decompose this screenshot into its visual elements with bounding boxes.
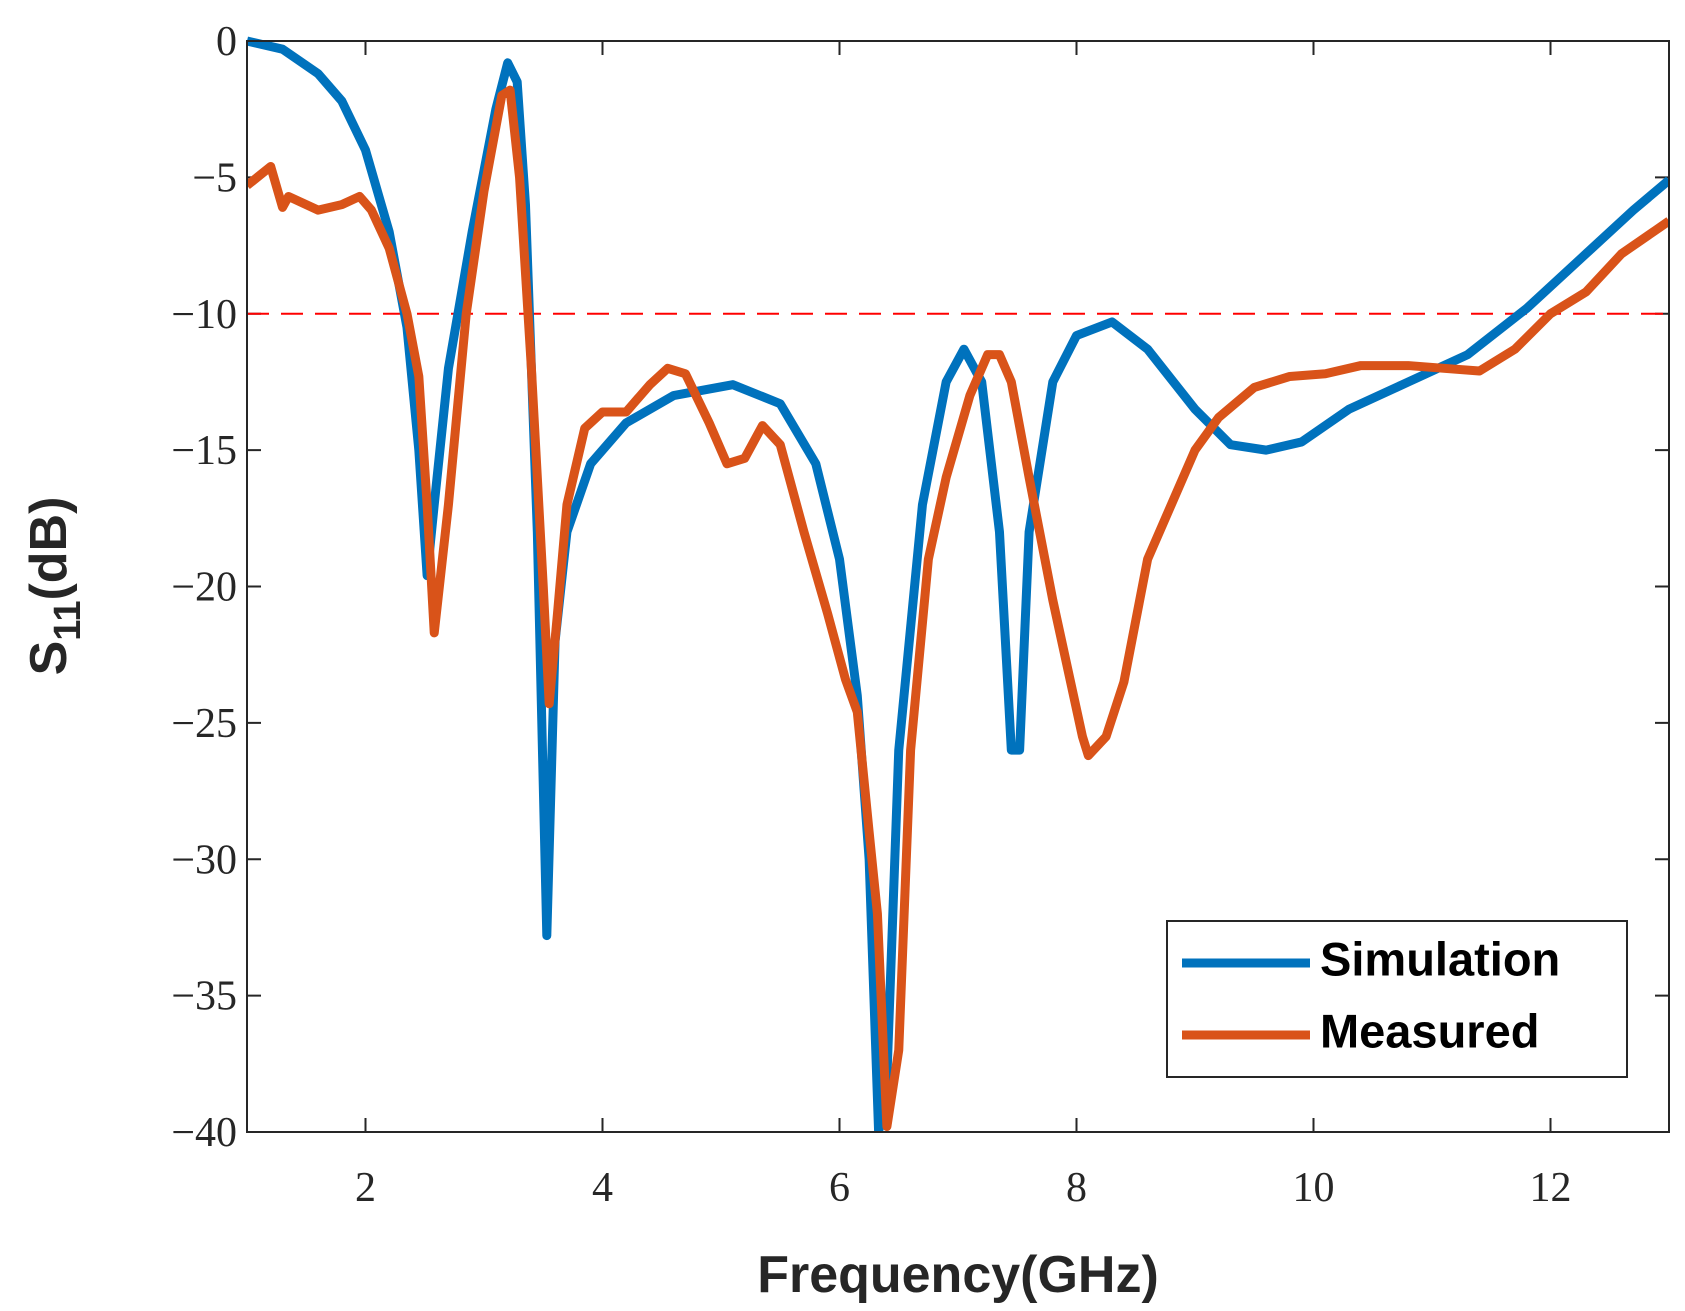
y-axis-label-main: S xyxy=(20,641,78,676)
y-axis-label-subscript: 11 xyxy=(47,601,89,641)
legend-label: Measured xyxy=(1320,1004,1539,1057)
y-tick-label: −20 xyxy=(171,565,237,611)
data-line xyxy=(247,85,1669,1132)
y-axis-label: S11(dB) xyxy=(20,497,89,676)
legend-label: Simulation xyxy=(1320,932,1560,985)
y-tick-label: −10 xyxy=(171,292,237,338)
x-tick-label: 12 xyxy=(1530,1165,1572,1211)
y-axis-label-suffix: (dB) xyxy=(20,497,78,601)
y-tick-label: −35 xyxy=(171,974,237,1020)
y-tick-label: −40 xyxy=(171,1110,237,1156)
y-tick-label: −5 xyxy=(192,155,237,201)
legend-box xyxy=(1166,920,1628,1078)
x-tick-label: 6 xyxy=(829,1165,850,1211)
x-tick-label: 2 xyxy=(355,1165,376,1211)
y-tick-label: −30 xyxy=(171,837,237,883)
plot-frame xyxy=(246,40,1670,1133)
data-line xyxy=(247,36,1669,1132)
y-tick-label: −15 xyxy=(171,428,237,474)
x-axis-label: Frequency(GHz) xyxy=(757,1246,1159,1304)
y-tick-label: 0 xyxy=(216,19,237,65)
x-tick-label: 10 xyxy=(1293,1165,1335,1211)
x-tick-label: 4 xyxy=(592,1165,613,1211)
y-tick-label: −25 xyxy=(171,701,237,747)
x-tick-label: 8 xyxy=(1066,1165,1087,1211)
